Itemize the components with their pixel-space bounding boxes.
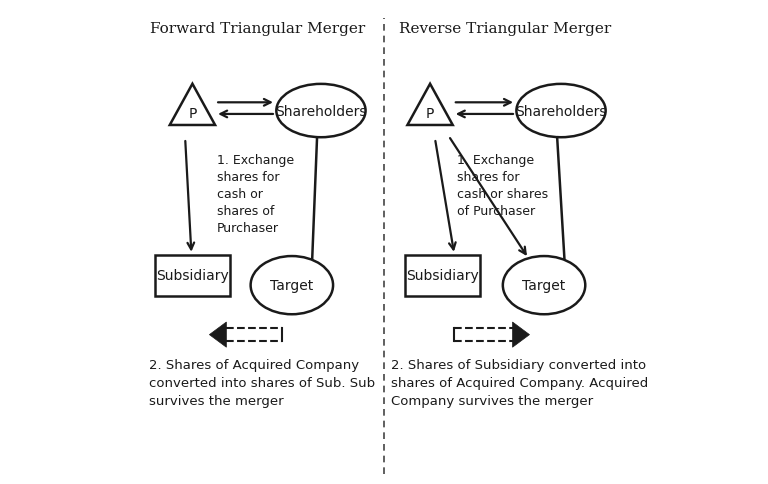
Text: P: P [426, 107, 434, 121]
Text: Target: Target [270, 279, 313, 292]
Text: Shareholders: Shareholders [515, 105, 607, 118]
Polygon shape [210, 322, 227, 348]
Text: 2. Shares of Subsidiary converted into
shares of Acquired Company. Acquired
Comp: 2. Shares of Subsidiary converted into s… [391, 358, 648, 407]
Text: 1. Exchange
shares for
cash or shares
of Purchaser: 1. Exchange shares for cash or shares of… [457, 154, 548, 218]
Text: Reverse Triangular Merger: Reverse Triangular Merger [399, 22, 611, 36]
Text: Subsidiary: Subsidiary [406, 269, 478, 283]
Text: 1. Exchange
shares for
cash or
shares of
Purchaser: 1. Exchange shares for cash or shares of… [217, 154, 294, 235]
Text: 2. Shares of Acquired Company
converted into shares of Sub. Sub
survives the mer: 2. Shares of Acquired Company converted … [149, 358, 375, 407]
Text: P: P [188, 107, 197, 121]
Text: Target: Target [522, 279, 566, 292]
Text: Subsidiary: Subsidiary [156, 269, 229, 283]
Text: Shareholders: Shareholders [275, 105, 366, 118]
Text: Forward Triangular Merger: Forward Triangular Merger [151, 22, 366, 36]
Polygon shape [512, 322, 529, 348]
